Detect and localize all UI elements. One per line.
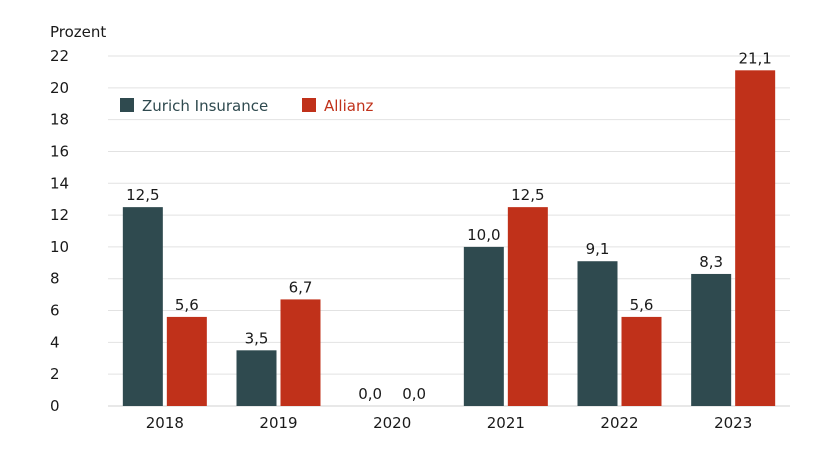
y-tick-label: 16 [50, 142, 69, 160]
legend-label: Allianz [324, 97, 373, 115]
x-tick-label: 2019 [259, 414, 297, 432]
data-label: 0,0 [402, 385, 426, 403]
legend-label: Zurich Insurance [142, 97, 268, 115]
y-tick-label: 12 [50, 206, 69, 224]
y-axis-ticks: 0 2 4 6 8 10 12 14 16 18 20 22 [50, 47, 69, 415]
bar-zurich [577, 261, 618, 406]
data-label: 10,0 [467, 226, 500, 244]
data-label: 12,5 [126, 186, 159, 204]
y-tick-label: 4 [50, 333, 60, 351]
y-tick-label: 14 [50, 174, 69, 192]
y-tick-label: 0 [50, 397, 60, 415]
gridlines [108, 55, 790, 407]
bar-zurich [463, 246, 504, 406]
x-tick-label: 2021 [487, 414, 525, 432]
y-tick-label: 2 [50, 365, 60, 383]
x-tick-label: 2020 [373, 414, 411, 432]
x-tick-label: 2022 [600, 414, 638, 432]
data-label: 6,7 [289, 278, 313, 296]
bar-zurich [691, 273, 732, 406]
bar-allianz [280, 299, 321, 406]
bars [122, 70, 776, 407]
y-tick-label: 6 [50, 302, 60, 320]
legend: Zurich Insurance Allianz [120, 97, 373, 115]
y-tick-label: 18 [50, 111, 69, 129]
data-label: 0,0 [358, 385, 382, 403]
data-label: 8,3 [699, 253, 723, 271]
bar-zurich [122, 207, 163, 406]
y-tick-label: 20 [50, 79, 69, 97]
data-label: 5,6 [630, 296, 654, 314]
bar-allianz [621, 316, 662, 406]
data-label: 3,5 [245, 329, 269, 347]
data-label: 5,6 [175, 296, 199, 314]
data-label: 9,1 [586, 240, 610, 258]
data-label: 21,1 [738, 49, 771, 67]
bar-allianz [735, 70, 776, 407]
x-tick-label: 2018 [146, 414, 184, 432]
y-tick-label: 22 [50, 47, 69, 65]
bar-zurich [236, 350, 277, 406]
data-labels: 12,5 5,6 3,5 6,7 0,0 0,0 10,0 12,5 9,1 5,6 8,3 21,1 [126, 49, 772, 403]
y-tick-label: 10 [50, 238, 69, 256]
data-label: 12,5 [511, 186, 544, 204]
x-tick-label: 2023 [714, 414, 752, 432]
legend-swatch [302, 98, 316, 112]
y-tick-label: 8 [50, 270, 60, 288]
y-axis-unit-label: Prozent [50, 23, 106, 41]
x-axis-labels: 2018 2019 2020 2021 2022 2023 [146, 414, 753, 432]
bar-allianz [166, 316, 207, 406]
bar-allianz [507, 207, 548, 406]
legend-swatch [120, 98, 134, 112]
